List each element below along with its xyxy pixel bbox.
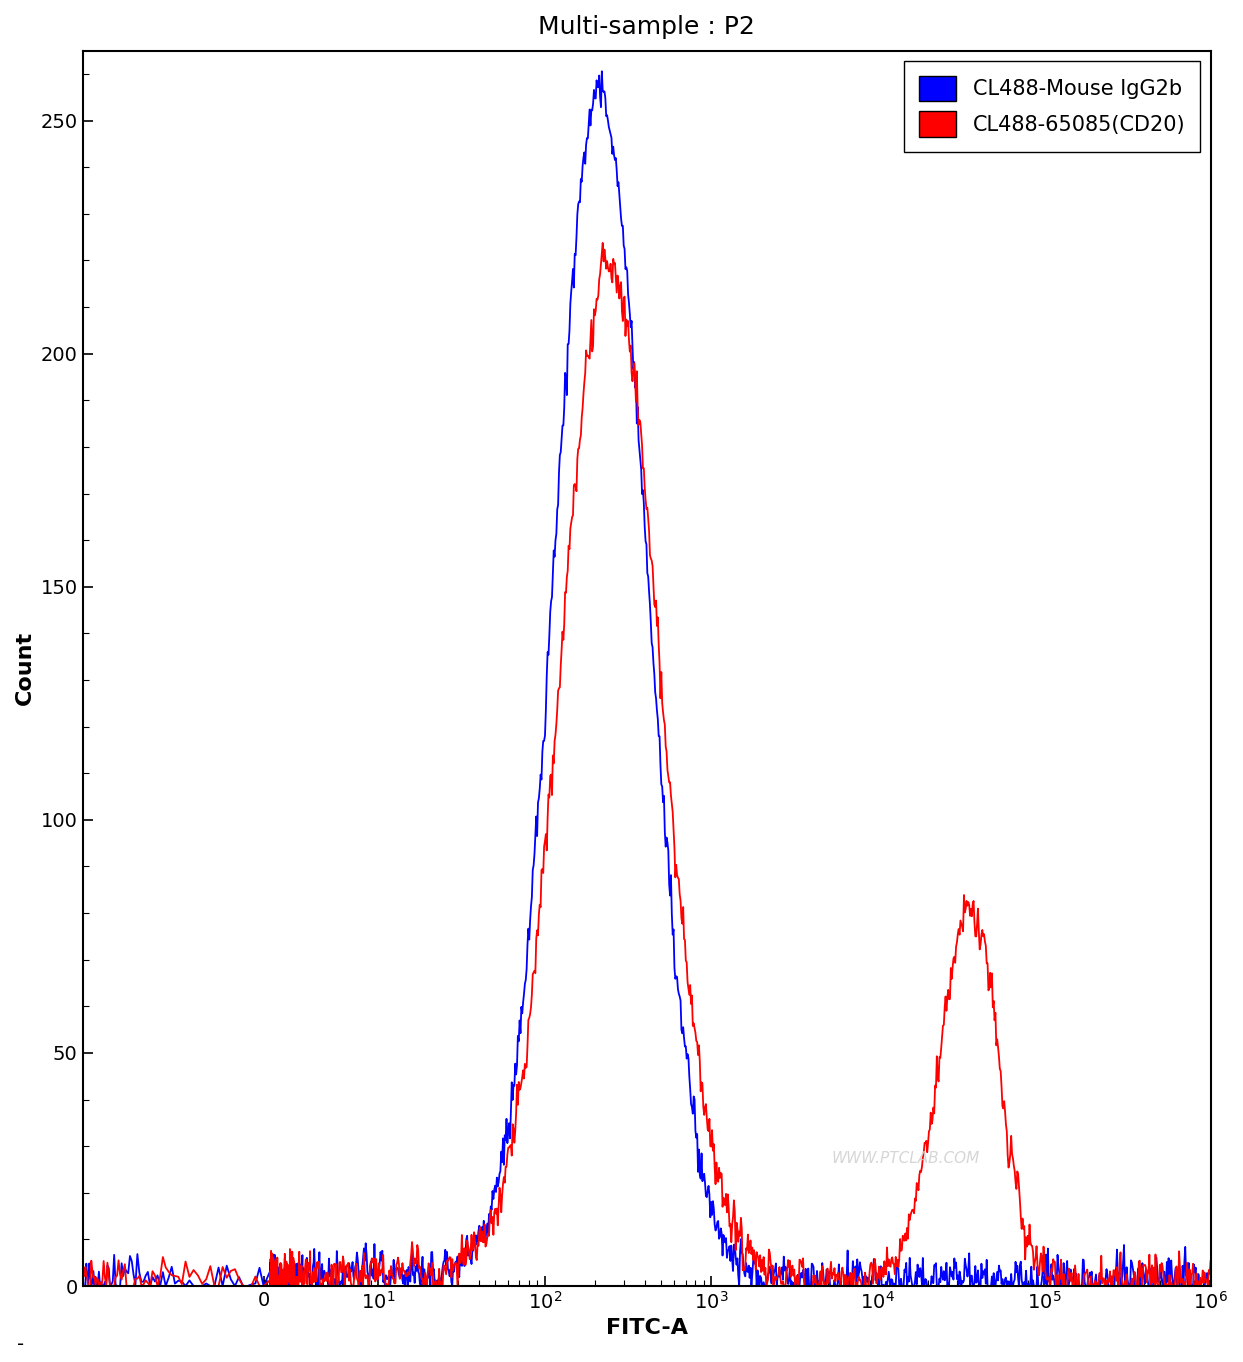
CL488-65085(CD20) <box>81 1278 96 1294</box>
CL488-Mouse IgG2b <box>76 1278 91 1294</box>
Line: CL488-Mouse IgG2b: CL488-Mouse IgG2b <box>82 71 1211 1286</box>
CL488-65085(CD20) <box>1203 1253 1218 1269</box>
CL488-Mouse IgG2b <box>732 1278 747 1294</box>
CL488-65085(CD20) <box>897 1233 912 1249</box>
CL488-Mouse IgG2b <box>1203 1278 1218 1294</box>
CL488-Mouse IgG2b <box>694 1145 709 1162</box>
Text: -: - <box>17 1336 24 1354</box>
CL488-65085(CD20) <box>835 1265 850 1282</box>
CL488-Mouse IgG2b <box>75 1267 89 1283</box>
CL488-65085(CD20) <box>195 1276 210 1293</box>
X-axis label: FITC-A: FITC-A <box>605 1318 687 1339</box>
CL488-65085(CD20) <box>687 1020 702 1036</box>
Text: WWW.PTCLAB.COM: WWW.PTCLAB.COM <box>832 1151 981 1166</box>
Line: CL488-65085(CD20): CL488-65085(CD20) <box>82 242 1211 1286</box>
CL488-65085(CD20) <box>75 1265 89 1282</box>
CL488-Mouse IgG2b <box>897 1261 912 1278</box>
Legend: CL488-Mouse IgG2b, CL488-65085(CD20): CL488-Mouse IgG2b, CL488-65085(CD20) <box>904 61 1201 151</box>
CL488-65085(CD20) <box>732 1223 747 1239</box>
CL488-Mouse IgG2b <box>195 1278 210 1294</box>
CL488-Mouse IgG2b <box>835 1278 850 1294</box>
CL488-Mouse IgG2b <box>687 1091 702 1107</box>
CL488-Mouse IgG2b <box>594 63 609 79</box>
CL488-65085(CD20) <box>595 234 610 251</box>
Title: Multi-sample : P2: Multi-sample : P2 <box>538 15 755 39</box>
CL488-65085(CD20) <box>694 1075 709 1091</box>
Y-axis label: Count: Count <box>15 632 35 706</box>
